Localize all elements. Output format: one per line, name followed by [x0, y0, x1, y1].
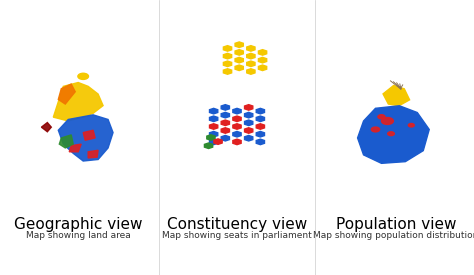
Polygon shape [41, 123, 51, 132]
Circle shape [388, 132, 394, 136]
Polygon shape [53, 82, 103, 121]
Text: Map showing population distribution: Map showing population distribution [313, 231, 474, 240]
Polygon shape [83, 130, 95, 140]
Text: Constituency view: Constituency view [167, 217, 307, 232]
Polygon shape [357, 106, 429, 163]
Text: Population view: Population view [336, 217, 456, 232]
Polygon shape [58, 115, 113, 161]
Polygon shape [69, 144, 81, 152]
Polygon shape [88, 150, 98, 158]
Polygon shape [59, 135, 73, 148]
Circle shape [378, 115, 385, 119]
Polygon shape [58, 84, 75, 104]
Text: Map showing land area: Map showing land area [26, 231, 130, 240]
Circle shape [408, 123, 414, 127]
Polygon shape [383, 86, 410, 106]
Text: Map showing seats in parliament: Map showing seats in parliament [162, 231, 312, 240]
Circle shape [382, 117, 393, 125]
Text: Geographic view: Geographic view [14, 217, 143, 232]
Circle shape [371, 127, 380, 132]
Circle shape [78, 73, 89, 79]
